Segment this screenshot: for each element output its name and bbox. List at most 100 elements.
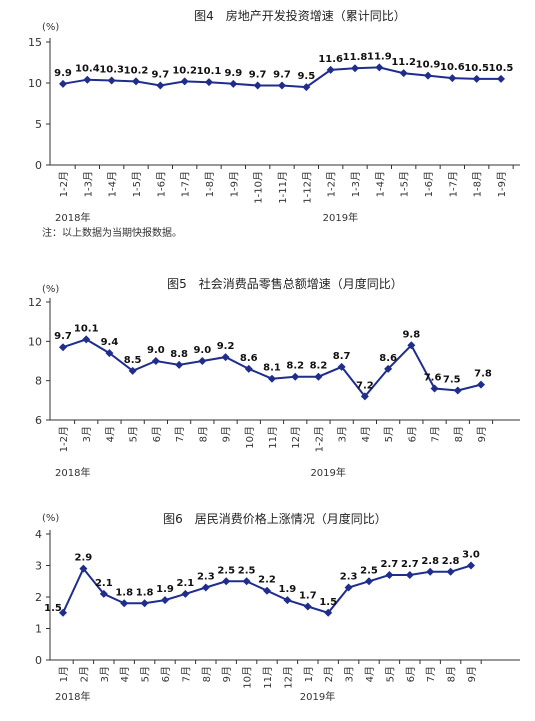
data-label: 2.5	[217, 565, 235, 576]
data-label: 11.9	[367, 51, 392, 62]
data-label: 2.3	[197, 572, 215, 583]
x-tick-label: 1-2月	[58, 171, 70, 197]
data-label: 1.9	[279, 584, 297, 595]
x-tick-label: 1-6月	[423, 171, 435, 197]
y-unit-label: (%)	[42, 284, 59, 295]
data-point	[268, 374, 276, 383]
x-tick-label: 6月	[151, 426, 163, 442]
data-label: 2.7	[381, 559, 399, 570]
data-label: 7.2	[356, 380, 374, 391]
data-point	[407, 341, 416, 350]
data-point	[205, 78, 213, 87]
data-point	[263, 586, 271, 595]
x-tick-label: 5月	[383, 426, 395, 442]
x-tick-label: 7月	[425, 666, 437, 682]
x-tick-label: 1-11月	[277, 171, 289, 204]
chart-title: 图6 居民消费价格上涨情况（月度同比）	[163, 511, 387, 526]
data-point	[477, 380, 485, 389]
y-tick-label: 0	[35, 159, 42, 172]
x-tick-label: 1-8月	[472, 171, 484, 197]
data-label: 11.8	[343, 52, 368, 63]
data-point	[222, 577, 231, 586]
data-label: 10.9	[416, 60, 441, 71]
x-tick-label: 8月	[197, 426, 209, 442]
data-point	[99, 589, 108, 598]
data-point	[360, 392, 369, 401]
x-tick-label: 1-2月	[326, 171, 338, 197]
y-tick-label: 2	[35, 591, 42, 604]
data-label: 9.4	[101, 337, 119, 348]
chart-panel-4: 图4 房地产开发投资增速（累计同比） (%) 0 5 10 15 1-2月 1-3月 1-4月 1…	[28, 8, 520, 239]
chart-title: 图4 房地产开发投资增速（累计同比）	[194, 8, 406, 23]
x-tick-label: 4月	[104, 426, 116, 442]
data-point	[242, 577, 251, 586]
x-tick-label: 7月	[430, 426, 442, 442]
data-point	[59, 343, 67, 352]
y-unit-label: (%)	[42, 22, 59, 33]
data-label: 9.9	[224, 68, 242, 79]
data-point	[244, 364, 253, 373]
y-tick-label: 5	[35, 118, 42, 131]
data-label: 8.7	[333, 351, 351, 362]
x-tick-label: 7月	[180, 666, 192, 682]
data-label: 8.2	[286, 361, 304, 372]
x-tick-label: 1月	[303, 666, 315, 682]
data-label: 2.5	[360, 565, 378, 576]
year-label: 2018年	[55, 211, 90, 224]
data-point	[156, 81, 165, 90]
data-point	[291, 372, 300, 381]
y-tick-label: 6	[35, 414, 42, 427]
data-point	[79, 564, 88, 573]
data-label: 7.5	[443, 375, 461, 386]
data-label: 8.6	[240, 353, 258, 364]
x-tick-label: 9月	[221, 666, 233, 682]
data-point	[128, 366, 137, 375]
x-tick-label: 4月	[360, 426, 372, 442]
data-point	[326, 65, 335, 74]
data-label: 8.8	[170, 349, 188, 360]
data-label: 1.5	[319, 597, 337, 608]
data-point	[405, 570, 414, 579]
data-label: 2.3	[340, 572, 358, 583]
data-point	[467, 561, 475, 570]
x-tick-label: 1-2月	[58, 426, 70, 452]
x-tick-label: 5月	[128, 426, 140, 442]
x-tick-label: 3月	[99, 666, 111, 682]
y-tick-label: 0	[35, 654, 42, 667]
x-tick-label: 4月	[364, 666, 376, 682]
x-tick-label: 5月	[384, 666, 396, 682]
x-tick-label: 1-4月	[374, 171, 386, 197]
x-tick-label: 8月	[446, 666, 458, 682]
x-tick-label: 1-10月	[253, 171, 265, 204]
data-point	[314, 372, 323, 381]
data-point	[132, 77, 140, 86]
x-tick-label: 9月	[476, 426, 488, 442]
data-label: 8.2	[310, 361, 328, 372]
chart-title: 图5 社会消费品零售总额增速（月度同比）	[167, 276, 403, 291]
y-tick-label: 10	[28, 77, 42, 90]
data-label: 2.5	[238, 565, 256, 576]
data-point	[198, 357, 207, 365]
y-tick-label: 12	[28, 296, 42, 309]
x-tick-label: 7月	[174, 426, 186, 442]
data-label: 8.1	[263, 363, 281, 374]
data-point	[180, 77, 189, 86]
data-point	[472, 74, 481, 83]
x-tick-label: 1-7月	[180, 171, 192, 197]
x-tick-label: 1-9月	[228, 171, 240, 197]
data-point	[221, 353, 230, 362]
data-label: 7.8	[474, 369, 492, 380]
x-tick-label: 3月	[344, 666, 356, 682]
data-point	[384, 364, 393, 373]
data-point	[324, 608, 333, 617]
data-point	[344, 583, 353, 592]
x-tick-label: 10月	[244, 426, 256, 449]
data-label: 9.7	[249, 69, 267, 80]
x-tick-label: 8月	[453, 426, 465, 442]
x-tick-label: 6月	[406, 426, 418, 442]
data-point	[278, 81, 286, 90]
x-tick-label: 1-3月	[82, 171, 94, 197]
data-point	[426, 567, 435, 576]
chart-note: 注：以上数据为当期快报数据。	[42, 226, 182, 239]
data-label: 9.2	[217, 341, 235, 352]
